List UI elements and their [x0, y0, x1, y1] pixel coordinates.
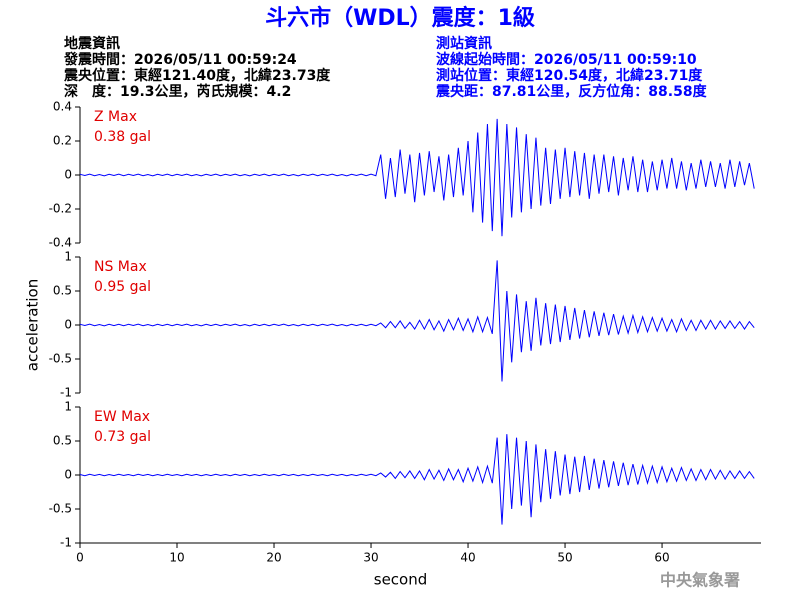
y-tick-label: 0 [64, 468, 72, 482]
y-tick-label: -1 [60, 536, 72, 550]
y-tick-label: 0 [64, 168, 72, 182]
y-tick-label: 1 [64, 250, 72, 264]
info-right: 測站位置：東經120.54度，北緯23.71度 [436, 67, 703, 84]
x-tick-label: 0 [76, 551, 84, 565]
info-right: 波線起始時間：2026/05/11 00:59:10 [436, 51, 697, 68]
max-label: NS Max [94, 259, 147, 275]
info-right: 測站資訊 [436, 35, 492, 52]
x-tick-label: 10 [169, 551, 184, 565]
max-value: 0.73 gal [94, 429, 151, 445]
max-value: 0.38 gal [94, 129, 151, 145]
y-tick-label: 1 [64, 400, 72, 414]
y-tick-label: 0.5 [53, 284, 72, 298]
info-right: 震央距：87.81公里，反方位角：88.58度 [435, 83, 708, 100]
footer: 中央氣象署 [660, 571, 740, 590]
info-left: 發震時間：2026/05/11 00:59:24 [63, 51, 297, 68]
info-left: 震央位置：東經121.40度，北緯23.73度 [63, 67, 331, 84]
y-tick-label: 0.5 [53, 434, 72, 448]
max-label: Z Max [94, 109, 137, 125]
x-tick-label: 60 [654, 551, 669, 565]
waveform [79, 260, 755, 382]
y-tick-label: 0.2 [53, 134, 72, 148]
info-left: 深 度：19.3公里，芮氏規模：4.2 [64, 83, 291, 100]
y-tick-label: 0 [64, 318, 72, 332]
x-tick-label: 50 [557, 551, 572, 565]
waveform [79, 118, 755, 237]
info-left: 地震資訊 [64, 35, 120, 52]
x-axis-label: second [374, 571, 428, 589]
y-tick-label: -0.5 [49, 502, 72, 516]
waveform [79, 434, 755, 525]
y-tick-label: -1 [60, 386, 72, 400]
title: 斗六市（WDL）震度：1級 [265, 5, 535, 31]
x-tick-label: 40 [460, 551, 475, 565]
y-axis-label: acceleration [24, 279, 42, 371]
y-tick-label: -0.4 [49, 236, 72, 250]
x-tick-label: 20 [266, 551, 281, 565]
y-tick-label: -0.2 [49, 202, 72, 216]
x-tick-label: 30 [363, 551, 378, 565]
max-label: EW Max [94, 409, 150, 425]
y-tick-label: 0.4 [53, 100, 72, 114]
y-tick-label: -0.5 [49, 352, 72, 366]
max-value: 0.95 gal [94, 279, 151, 295]
